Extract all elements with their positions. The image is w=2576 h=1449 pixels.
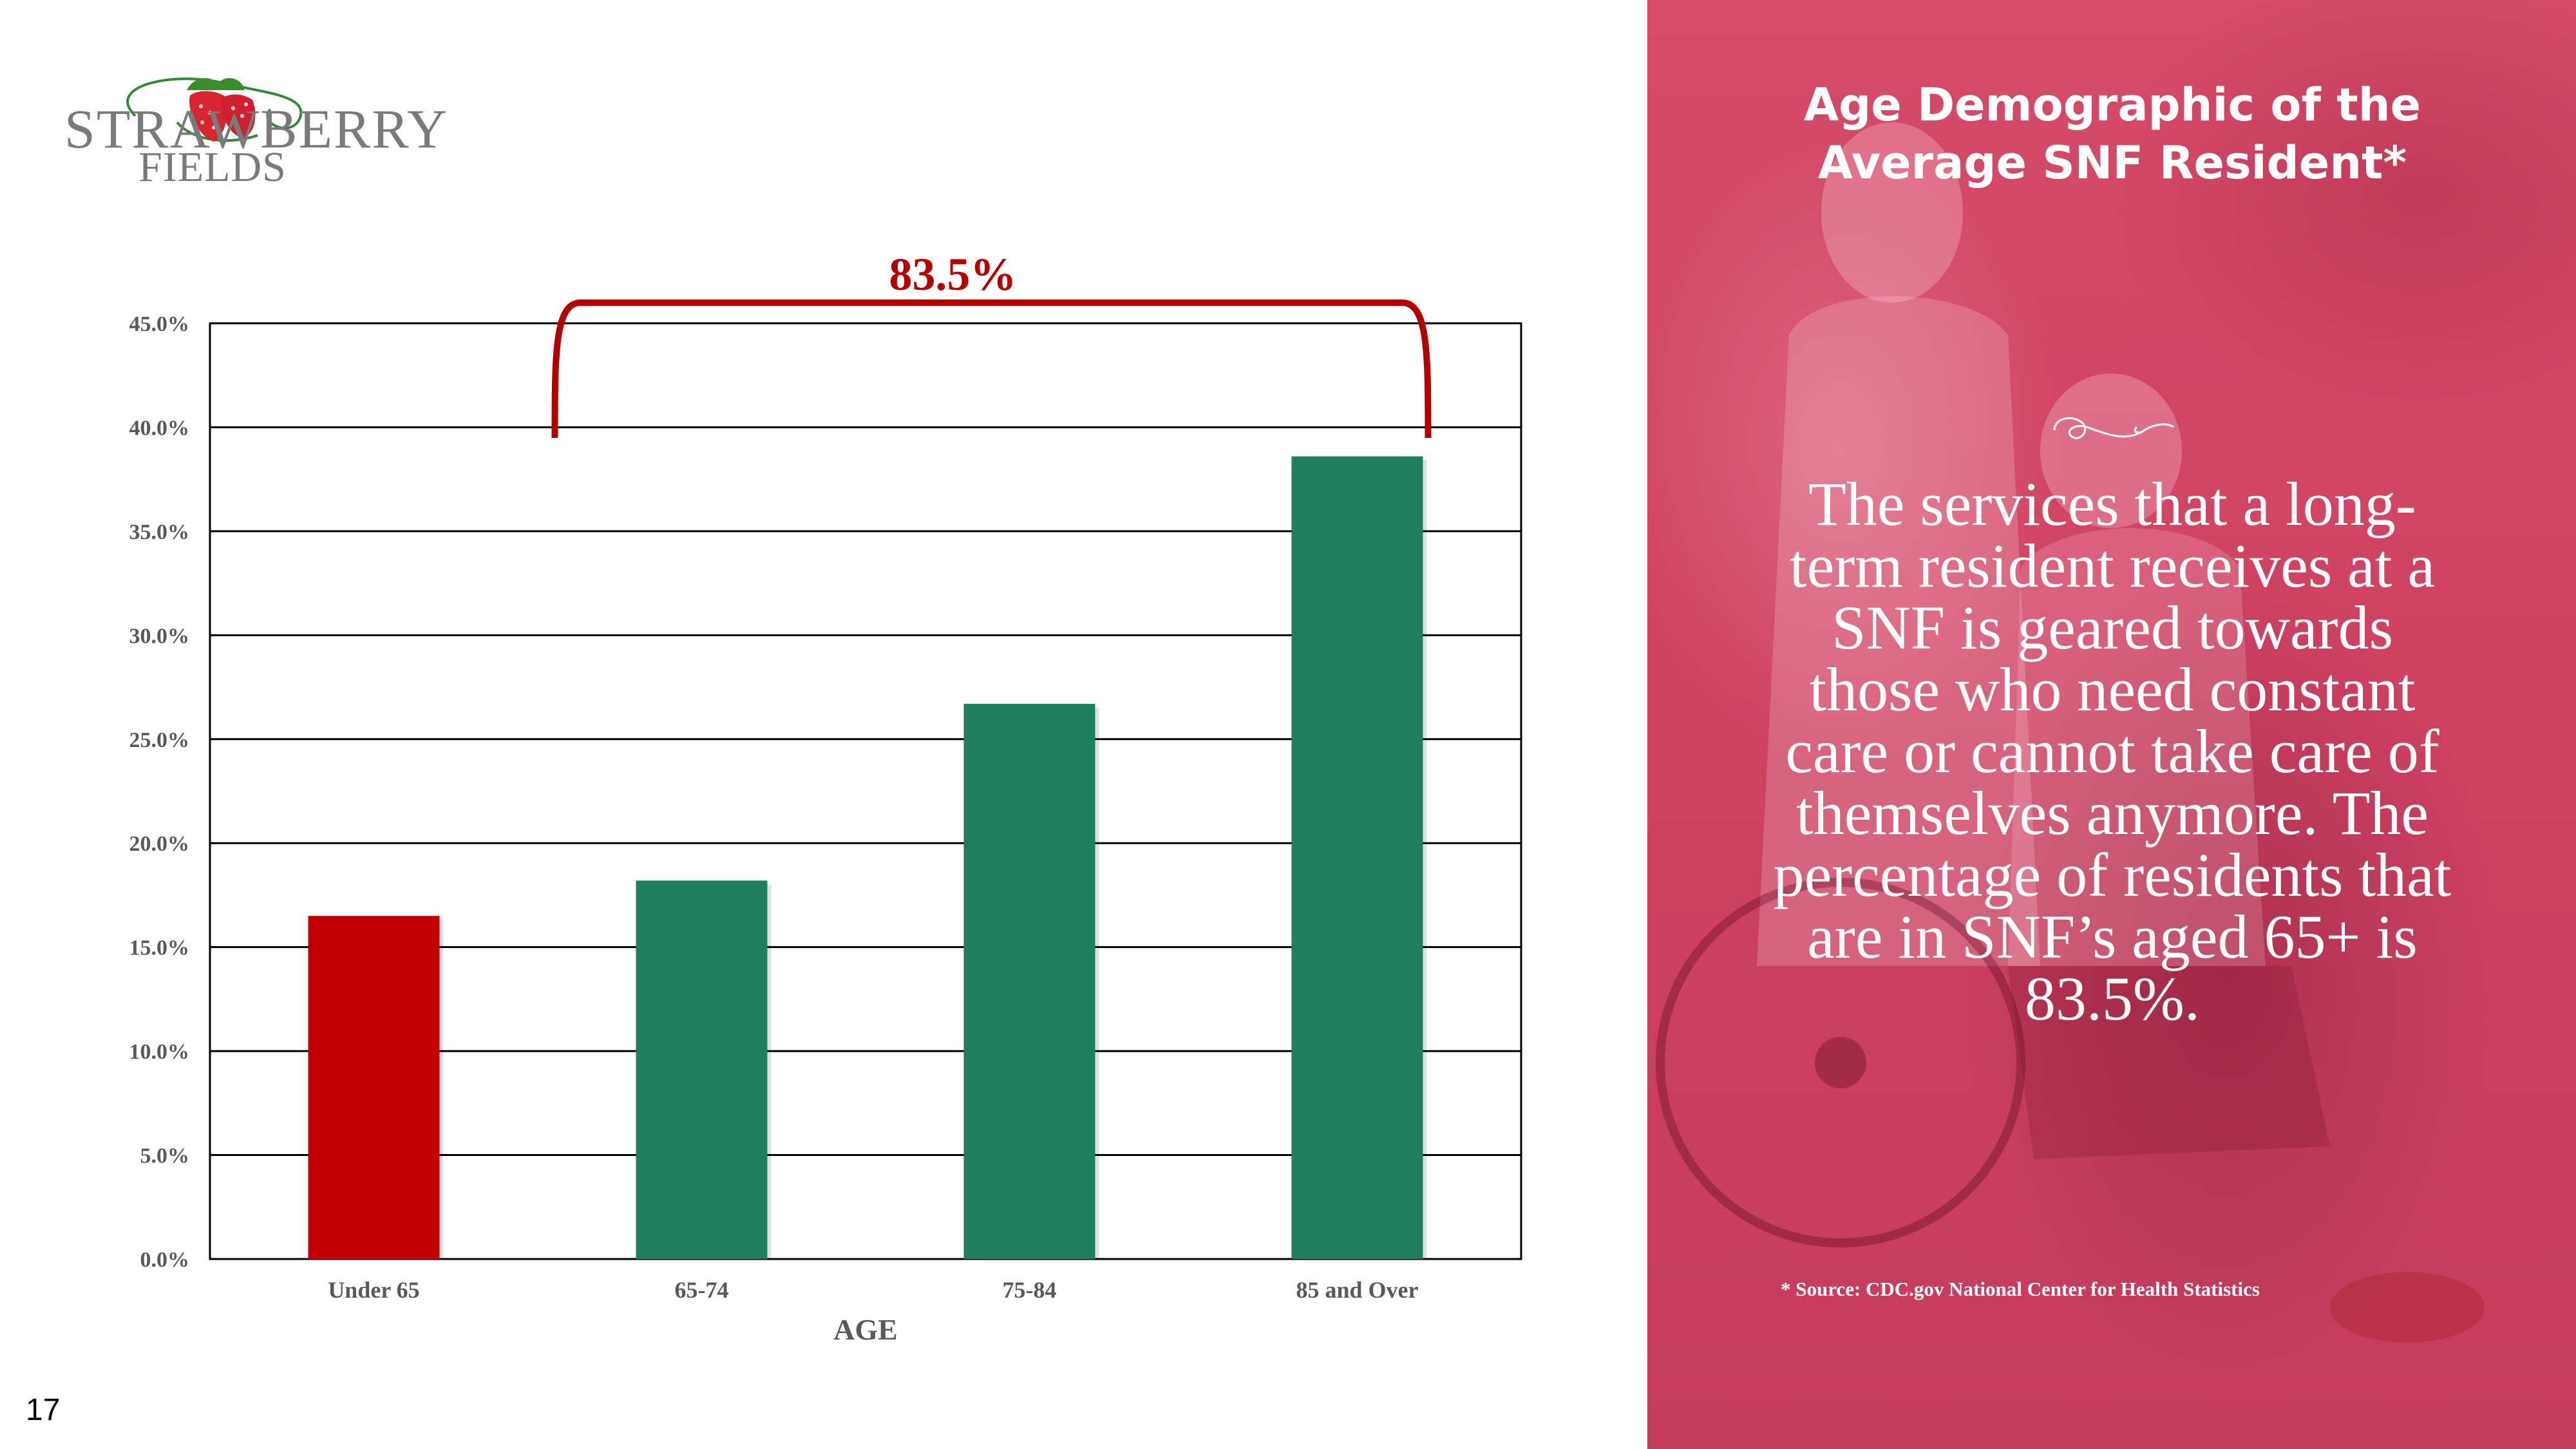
bracket-annotation xyxy=(551,299,1432,439)
flourish-ornament-icon xyxy=(2053,417,2174,439)
y-tick-label: 30.0% xyxy=(129,624,190,648)
bar-under-65 xyxy=(308,916,440,1259)
y-tick-label: 5.0% xyxy=(140,1144,190,1168)
y-tick-label: 10.0% xyxy=(129,1040,190,1064)
panel-title: Age Demographic of the Average SNF Resid… xyxy=(1803,79,2421,189)
x-tick-label: 85 and Over xyxy=(1296,1277,1418,1303)
bar-75-84 xyxy=(963,703,1095,1259)
caregiver-photo-overlay xyxy=(1656,122,2485,1343)
y-tick-label: 15.0% xyxy=(129,936,190,960)
x-tick-label: 65-74 xyxy=(675,1277,729,1303)
y-tick-label: 25.0% xyxy=(129,728,190,752)
y-tick-label: 20.0% xyxy=(129,832,190,856)
panel-body-text: The services that a long-term resident r… xyxy=(1773,469,2452,1033)
y-tick-label: 40.0% xyxy=(129,416,190,440)
y-tick-label: 0.0% xyxy=(140,1248,190,1272)
annotation-label: 83.5% xyxy=(889,249,1017,300)
source-citation: * Source: CDC.gov National Center for He… xyxy=(1781,1278,2260,1300)
page-number: 17 xyxy=(26,1393,61,1427)
x-axis-label: AGE xyxy=(833,1313,898,1346)
y-tick-label: 35.0% xyxy=(129,520,190,544)
info-panel xyxy=(1647,0,2576,1449)
logo-text-fields: FIELDS xyxy=(138,144,287,191)
y-tick-label: 45.0% xyxy=(129,312,190,336)
strawberry-icon xyxy=(126,77,303,142)
bar-chart: 0.0% 5.0% 10.0% 15.0% 20.0% 25.0% 30.0% 35.0% 40… xyxy=(129,249,1522,1346)
x-tick-label: 75-84 xyxy=(1003,1277,1057,1303)
bar-65-74 xyxy=(636,880,768,1259)
plot-border xyxy=(209,322,1522,1260)
bar-85-and-over xyxy=(1291,456,1423,1259)
x-tick-label: Under 65 xyxy=(328,1277,419,1303)
